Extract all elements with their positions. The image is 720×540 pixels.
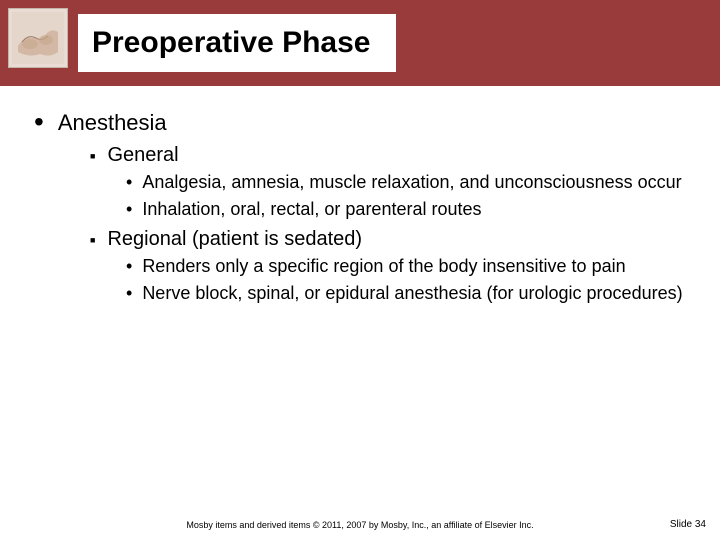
header-band: Preoperative Phase — [0, 0, 720, 86]
slide-content: • Anesthesia ■ General • Analgesia, amne… — [0, 86, 720, 304]
bullet-l3-text: Renders only a specific region of the bo… — [142, 255, 625, 278]
bullet-dot-icon: • — [34, 112, 44, 132]
footer-copyright: Mosby items and derived items © 2011, 20… — [0, 520, 720, 530]
bullet-dot-small-icon: • — [126, 282, 132, 304]
bullet-square-icon: ■ — [90, 235, 95, 245]
bullet-l2-text: General — [107, 144, 178, 167]
bullet-level-2: ■ Regional (patient is sedated) — [90, 228, 702, 251]
slide-title: Preoperative Phase — [78, 14, 396, 72]
bullet-level-3: • Renders only a specific region of the … — [126, 255, 702, 278]
bullet-level-1: • Anesthesia — [34, 110, 702, 136]
bullet-l3-text: Nerve block, spinal, or epidural anesthe… — [142, 282, 682, 305]
bullet-l2-text: Regional (patient is sedated) — [107, 228, 362, 251]
hands-medical-icon — [8, 8, 68, 68]
bullet-l1-text: Anesthesia — [58, 110, 167, 136]
bullet-level-3: • Nerve block, spinal, or epidural anest… — [126, 282, 702, 305]
bullet-level-3: • Inhalation, oral, rectal, or parentera… — [126, 198, 702, 221]
bullet-level-2: ■ General — [90, 144, 702, 167]
bullet-l3-text: Inhalation, oral, rectal, or parenteral … — [142, 198, 481, 221]
bullet-l3-text: Analgesia, amnesia, muscle relaxation, a… — [142, 171, 681, 194]
slide-number: Slide 34 — [670, 519, 706, 530]
bullet-dot-small-icon: • — [126, 198, 132, 220]
bullet-dot-small-icon: • — [126, 255, 132, 277]
bullet-dot-small-icon: • — [126, 171, 132, 193]
bullet-level-3: • Analgesia, amnesia, muscle relaxation,… — [126, 171, 702, 194]
bullet-square-icon: ■ — [90, 151, 95, 161]
